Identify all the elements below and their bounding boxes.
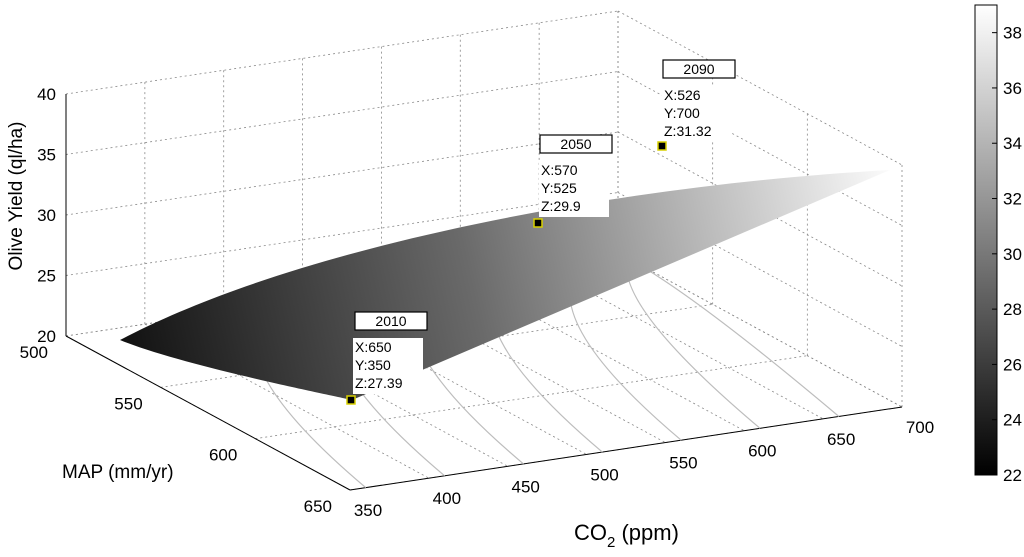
map-tick-label: 500 [20, 343, 48, 362]
grid-line [65, 10, 619, 95]
yield-tick-label: 40 [37, 85, 56, 104]
datatip-value: Z:29.9 [541, 198, 581, 214]
colorbar: 22 24 26 28 30 32 34 36 38 [974, 4, 1022, 485]
datatip-value: X:650 [355, 339, 392, 355]
datatip-value: X:570 [541, 162, 578, 178]
grid-line [255, 355, 808, 440]
datatip-marker [657, 141, 667, 151]
co2-tick-label: 400 [433, 489, 461, 508]
grid-line [144, 323, 430, 479]
axis-line [65, 335, 351, 491]
grid-line [460, 276, 745, 432]
datatips: 2010 X:650 Y:350 Z:27.39 2050 X:570 Y:525 Z:29.… [346, 59, 736, 405]
yield-tick-label: 30 [37, 206, 56, 225]
co2-tick-label: 650 [827, 430, 855, 449]
co2-tick-label: 450 [512, 477, 540, 496]
datatip-value: Y:700 [664, 105, 700, 121]
contour-line [627, 257, 840, 417]
yield-tick-label: 25 [37, 267, 56, 286]
co2-tick-label: 500 [590, 465, 618, 484]
grid-line [617, 252, 903, 408]
axis-line [349, 406, 903, 491]
yield-surface [120, 170, 890, 400]
co2-tick-label: 350 [354, 501, 382, 520]
co2-tick-label: 700 [906, 418, 934, 437]
grid-line [381, 288, 666, 443]
co2-axis-label: CO2 (ppm) [574, 520, 679, 551]
grid-line [617, 10, 903, 166]
datatip-value: X:526 [664, 87, 701, 103]
yield-tick-label: 35 [37, 146, 56, 165]
datatip-2050: 2050 X:570 Y:525 Z:29.9 [533, 134, 613, 228]
colorbar-tick-label: 32 [1003, 190, 1022, 209]
yield-axis-ticks: 20 25 30 35 40 [37, 85, 56, 346]
datatip-title: 2050 [560, 136, 591, 152]
datatip-title-box [539, 134, 613, 154]
colorbar-tick-label: 24 [1003, 411, 1022, 430]
contour-line [625, 257, 761, 429]
grid-line [65, 71, 619, 155]
colorbar-tick-label: 30 [1003, 245, 1022, 264]
map-tick-label: 600 [209, 446, 237, 465]
datatip-bg [353, 338, 423, 394]
datatip-2090: 2090 X:526 Y:700 Z:31.32 [657, 59, 736, 151]
yield-tick-label: 20 [37, 327, 56, 346]
grid-line [538, 264, 824, 420]
colorbar-tick-label: 28 [1003, 300, 1022, 319]
datatip-value: Y:350 [355, 357, 391, 373]
colorbar-ticks: 22 24 26 28 30 32 34 36 38 [992, 24, 1022, 485]
grid-line [65, 131, 619, 216]
grid-line [302, 300, 587, 455]
grid-line [617, 192, 903, 347]
colorbar-tick-label: 36 [1003, 79, 1022, 98]
map-tick-label: 650 [304, 497, 332, 516]
co2-axis-ticks: 350 400 450 500 550 600 650 700 [354, 418, 934, 520]
colorbar-gradient [974, 4, 998, 476]
grid-line [617, 71, 903, 226]
map-axis-ticks: 500 550 600 650 [20, 343, 332, 516]
map-axis-label: MAP (mm/yr) [62, 462, 174, 483]
datatip-marker [533, 218, 543, 228]
co2-tick-label: 550 [669, 454, 697, 473]
datatip-bg [539, 161, 609, 217]
datatip-title-box [354, 311, 428, 331]
datatip-title: 2090 [683, 61, 714, 77]
co2-tick-label: 600 [748, 442, 776, 461]
datatip-marker [346, 395, 356, 405]
grid-line [65, 192, 619, 276]
datatip-2010: 2010 X:650 Y:350 Z:27.39 [346, 311, 428, 405]
datatip-value: Z:27.39 [355, 375, 403, 391]
grid-line [160, 303, 713, 388]
datatip-title-box [662, 59, 736, 79]
colorbar-tick-label: 34 [1003, 134, 1022, 153]
datatip-bg [662, 86, 732, 142]
datatip-value: Y:525 [541, 180, 577, 196]
map-tick-label: 550 [114, 394, 142, 413]
colorbar-tick-label: 22 [1003, 466, 1022, 485]
yield-axis-label: Olive Yield (ql/ha) [6, 122, 27, 271]
colorbar-tick-label: 26 [1003, 355, 1022, 374]
datatip-value: Z:31.32 [664, 123, 712, 139]
datatip-title: 2010 [375, 313, 406, 329]
colorbar-tick-label: 38 [1003, 24, 1022, 43]
